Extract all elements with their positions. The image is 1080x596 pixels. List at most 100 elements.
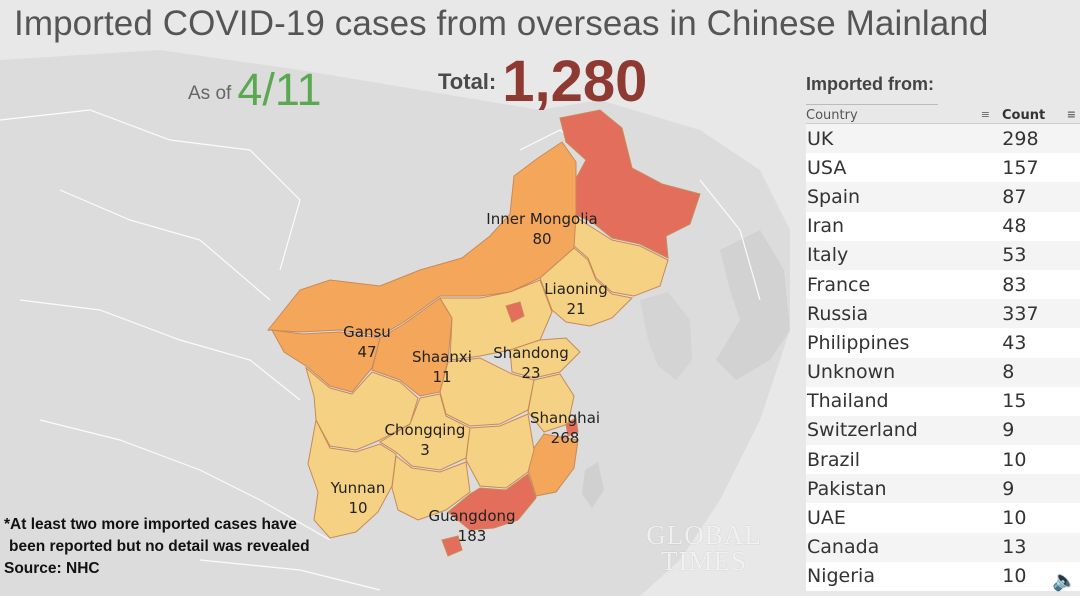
province-yunnan [307, 418, 397, 539]
count-cell: 8 [1002, 361, 1015, 384]
table-body: UK 298 USA 157 Spain 87 Iran 48 Italy 53 France 83 R… [806, 123, 1080, 591]
table-row: Brazil 10 [806, 445, 1080, 475]
table-row: Nigeria 10 [806, 561, 1080, 591]
province-name: Liaoning [544, 280, 608, 298]
country-cell: Philippines [807, 331, 910, 354]
table-row: Pakistan 9 [806, 474, 1080, 504]
land-korea [640, 292, 692, 380]
page-title: Imported COVID-19 cases from overseas in… [14, 4, 989, 43]
title-divider [806, 104, 938, 105]
total-label: Total: [438, 69, 497, 94]
province-value: 80 [532, 230, 552, 248]
count-cell: 298 [1002, 127, 1039, 150]
imported-from-table: Imported from: Country ≡ Count ≡ UK 298 US… [806, 74, 1080, 591]
province-hainan [441, 535, 463, 557]
province-name: Gansu [343, 323, 391, 341]
count-cell: 83 [1002, 273, 1027, 296]
column-header-label: Country [806, 108, 858, 123]
province-name: Shaanxi [412, 348, 472, 366]
province-liaoning [539, 247, 634, 327]
province-label-shanghai: Shanghai 268 [530, 408, 600, 448]
province-guangdong [447, 473, 537, 531]
count-cell: 10 [1002, 507, 1027, 530]
column-header-count[interactable]: Count ≡ [1002, 108, 1080, 123]
footnote-line: been reported but no detail was revealed [9, 538, 310, 555]
province-value: 3 [420, 441, 430, 459]
province-guangxi [391, 455, 471, 521]
global-times-watermark: GLOBAL TIMES [642, 520, 766, 576]
province-value: 183 [457, 527, 487, 545]
country-cell: Spain [807, 185, 861, 208]
count-cell: 157 [1002, 156, 1039, 179]
total-block: Total: 1,280 [438, 48, 647, 115]
province-name: Chongqing [384, 421, 466, 439]
column-header-country[interactable]: Country ≡ [806, 108, 1002, 123]
sort-icon[interactable]: ≡ [980, 108, 990, 121]
count-cell: 13 [1002, 536, 1027, 559]
province-hunan-jiangxi [465, 413, 535, 489]
total-value: 1,280 [502, 49, 648, 114]
table-row: Thailand 15 [806, 386, 1080, 416]
count-cell: 9 [1002, 419, 1015, 442]
table-row: Iran 48 [806, 211, 1080, 241]
table-row: USA 157 [806, 153, 1080, 183]
province-name: Inner Mongolia [486, 210, 598, 228]
footnote: *At least two more imported cases have b… [4, 514, 310, 580]
table-row: UK 298 [806, 124, 1080, 154]
province-label-shandong: Shandong 23 [493, 343, 568, 383]
province-gansu [271, 329, 381, 393]
province-value: 47 [357, 343, 377, 361]
table-title: Imported from: [806, 74, 934, 94]
country-cell: Brazil [807, 448, 861, 471]
as-of-block: As of 4/11 [188, 64, 322, 116]
count-cell: 10 [1002, 448, 1027, 471]
country-cell: Canada [807, 536, 880, 559]
country-cell: France [807, 273, 871, 296]
province-label-liaoning: Liaoning 21 [544, 279, 608, 319]
province-value: 23 [521, 364, 541, 382]
table-row: UAE 10 [806, 503, 1080, 533]
country-cell: Pakistan [807, 477, 887, 500]
province-shandong [509, 337, 581, 379]
country-cell: Unknown [807, 361, 896, 384]
province-jilin [573, 215, 669, 297]
as-of-date: 4/11 [237, 64, 322, 115]
sort-icon[interactable]: ≡ [1066, 108, 1076, 121]
country-cell: Italy [807, 244, 849, 267]
land-japan [716, 230, 790, 380]
province-name: Shandong [493, 344, 569, 362]
country-cell: Iran [807, 215, 845, 238]
province-value: 11 [432, 368, 452, 386]
province-label-chongqing: Chongqing 3 [385, 420, 466, 460]
province-name: Shanghai [529, 409, 601, 427]
province-shapes [267, 109, 701, 557]
table-row: Italy 53 [806, 240, 1080, 270]
table-row: Unknown 8 [806, 357, 1080, 387]
province-name: Yunnan [330, 479, 386, 497]
province-label-shaanxi: Shaanxi 11 [412, 347, 472, 387]
province-label-gansu: Gansu 47 [343, 322, 391, 362]
table-header: Country ≡ Count ≡ [806, 103, 1080, 123]
table-row: France 83 [806, 269, 1080, 300]
count-cell: 10 [1002, 565, 1027, 588]
speaker-icon[interactable]: 🔈 [1052, 568, 1077, 592]
table-row: Canada 13 [806, 532, 1080, 562]
province-label-guangdong: Guangdong 183 [428, 506, 515, 546]
watermark-line: TIMES [661, 546, 747, 576]
country-cell: UAE [807, 507, 846, 530]
count-cell: 15 [1002, 390, 1027, 413]
count-cell: 9 [1002, 477, 1015, 500]
land-taiwan [582, 462, 604, 508]
province-label-yunnan: Yunnan 10 [331, 478, 386, 518]
country-cell: Nigeria [807, 565, 875, 588]
count-cell: 53 [1002, 244, 1027, 267]
table-row: Philippines 43 [806, 328, 1080, 358]
province-value: 21 [566, 300, 586, 318]
count-cell: 48 [1002, 215, 1027, 238]
watermark-line: GLOBAL [646, 520, 762, 550]
province-label-inner-mongolia: Inner Mongolia 80 [486, 209, 597, 249]
province-value: 268 [550, 429, 580, 447]
count-cell: 87 [1002, 185, 1027, 208]
country-borders [0, 109, 761, 591]
